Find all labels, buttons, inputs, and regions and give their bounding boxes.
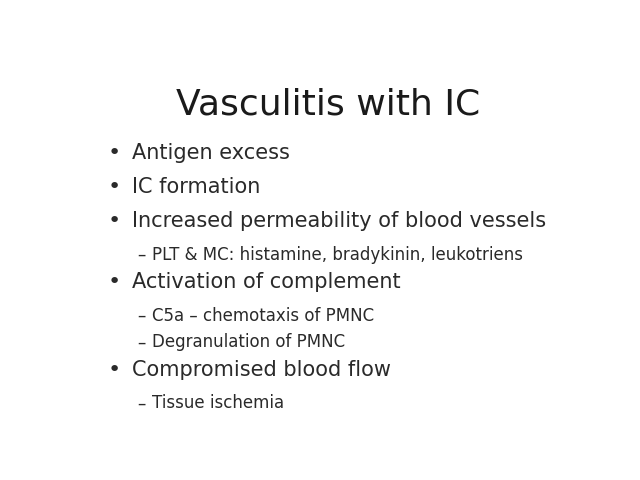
Text: •: • [108,272,120,292]
Text: Antigen excess: Antigen excess [132,143,290,163]
Text: PLT & MC: histamine, bradykinin, leukotriens: PLT & MC: histamine, bradykinin, leukotr… [152,246,523,264]
Text: •: • [108,177,120,197]
Text: Compromised blood flow: Compromised blood flow [132,360,391,380]
Text: Increased permeability of blood vessels: Increased permeability of blood vessels [132,211,546,231]
Text: Tissue ischemia: Tissue ischemia [152,394,284,412]
Text: –: – [137,307,145,324]
Text: –: – [137,394,145,412]
Text: •: • [108,211,120,231]
Text: •: • [108,360,120,380]
Text: IC formation: IC formation [132,177,260,197]
Text: Degranulation of PMNC: Degranulation of PMNC [152,333,345,351]
Text: •: • [108,143,120,163]
Text: Activation of complement: Activation of complement [132,272,401,292]
Text: Vasculitis with IC: Vasculitis with IC [176,87,480,121]
Text: –: – [137,333,145,351]
Text: C5a – chemotaxis of PMNC: C5a – chemotaxis of PMNC [152,307,374,324]
Text: –: – [137,246,145,264]
